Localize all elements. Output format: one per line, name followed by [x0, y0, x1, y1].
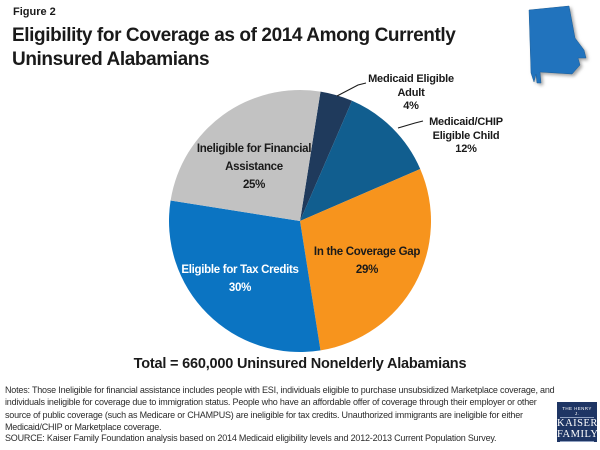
slice-label-coverage-gap: In the Coverage Gap 29%: [313, 246, 421, 276]
pie-slice-eligible-for-tax-credits: [168, 200, 321, 353]
chart-title-line2: Uninsured Alabamians: [12, 49, 210, 70]
kff-logo: THE HENRY J. KAISER FAMILY FOUNDATION: [557, 402, 599, 448]
slice-label-ineligible-financial-assistance: Ineligible for Financial Assistance 25%: [196, 143, 312, 191]
pie-slice-medicaid-eligible-adult: [300, 91, 353, 221]
total-label: Total = 660,000 Uninsured Nonelderly Ala…: [133, 356, 467, 372]
kff-logo-foundation-text: FOUNDATION: [560, 441, 594, 449]
leader-line-medicaid-adult: [336, 82, 367, 97]
figure-label: Figure 2: [13, 6, 56, 18]
slice-label-tax-credits: Eligible for Tax Credits 30%: [181, 264, 299, 294]
kff-logo-top-text: THE HENRY J.: [560, 406, 594, 418]
chart-title-line1: Eligibility for Coverage as of 2014 Amon…: [12, 25, 456, 46]
chart-title: Eligibility for Coverage as of 2014 Amon…: [12, 24, 502, 72]
pie-slice-ineligible-for-financial-assistance: [170, 89, 321, 221]
kff-logo-kaiser-text: KAISER: [557, 418, 598, 429]
leader-line-medicaid-chip-child: [397, 120, 424, 129]
slice-label-medicaid-eligible-adult: Medicaid Eligible Adult 4%: [368, 73, 454, 112]
slice-label-medicaid-chip-eligible-child: Medicaid/CHIP Eligible Child 12%: [429, 116, 503, 155]
pie-slice-in-the-coverage-gap: [300, 168, 432, 351]
notes-text: Notes: Those Ineligible for financial as…: [5, 385, 555, 432]
alabama-state-icon: [528, 5, 587, 84]
source-text: SOURCE: Kaiser Family Foundation analysi…: [5, 433, 497, 443]
pie-slice-medicaid-chip-eligible-child: [300, 100, 421, 221]
kff-logo-family-text: FAMILY: [557, 428, 599, 440]
